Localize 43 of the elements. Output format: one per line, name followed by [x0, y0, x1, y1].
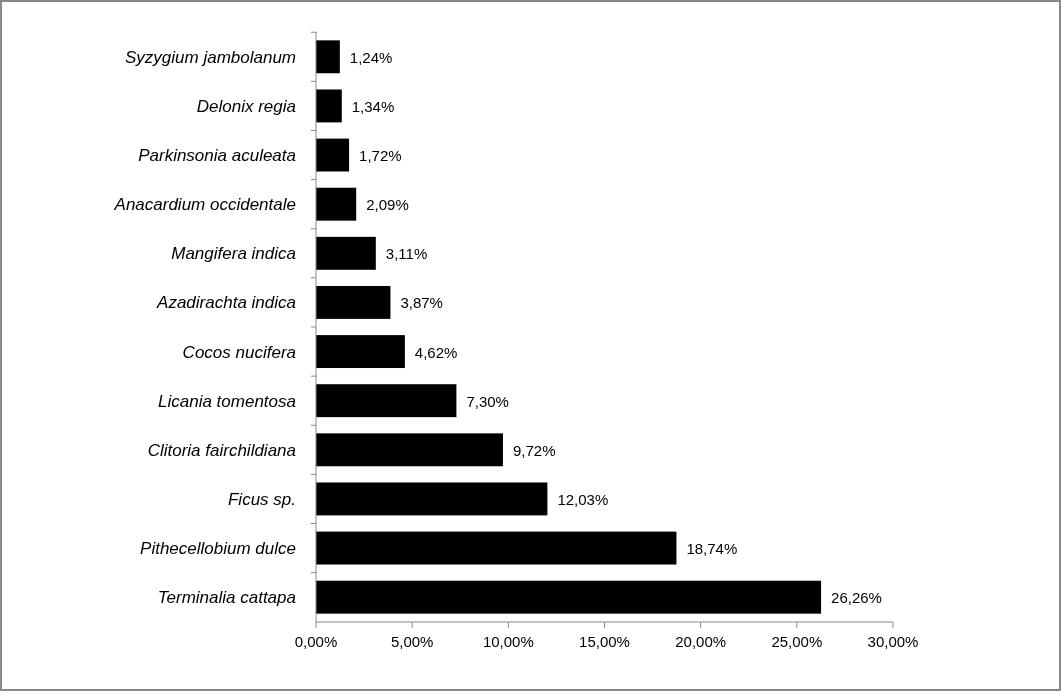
bar: [316, 236, 376, 270]
y-tick-label: Pithecellobium dulce: [140, 539, 296, 559]
data-label: 1,34%: [351, 97, 395, 115]
bar: [316, 285, 391, 319]
data-label: 18,74%: [686, 540, 738, 558]
y-tick-label: Syzygium jambolanum: [124, 47, 296, 67]
bar: [316, 40, 340, 74]
y-tick-label: Clitoria fairchildiana: [147, 440, 296, 460]
data-label: 1,72%: [359, 147, 402, 165]
data-label: 4,62%: [414, 343, 458, 361]
y-tick-label: Delonix regia: [196, 96, 296, 116]
data-label: 1,24%: [349, 48, 393, 66]
y-tick-label: Anacardium occidentale: [113, 195, 296, 215]
data-label: 12,03%: [557, 490, 609, 508]
y-tick-label: Azadirachta indica: [156, 293, 296, 313]
x-tick-label: 25,00%: [771, 633, 823, 650]
data-label: 3,11%: [385, 245, 428, 263]
bar: [316, 187, 357, 221]
y-tick-label: Ficus sp.: [227, 489, 296, 509]
bar: [316, 580, 822, 614]
y-tick-label: Parkinsonia aculeata: [138, 146, 296, 166]
bar: [316, 384, 457, 418]
bar: [316, 433, 503, 467]
data-label: 3,87%: [400, 294, 443, 312]
y-tick-label: Terminalia cattapa: [157, 588, 296, 608]
bar: [316, 89, 342, 123]
bar: [316, 482, 548, 516]
y-tick-label: Cocos nucifera: [182, 342, 296, 362]
x-tick-label: 30,00%: [867, 633, 919, 650]
x-tick-label: 5,00%: [390, 633, 434, 650]
bar: [316, 531, 677, 565]
x-tick-label: 20,00%: [675, 633, 727, 650]
data-label: 9,72%: [512, 441, 556, 459]
y-tick-label: Licania tomentosa: [158, 391, 296, 411]
bar: [316, 335, 405, 369]
x-tick-label: 0,00%: [294, 633, 338, 650]
x-tick-label: 10,00%: [482, 633, 534, 650]
data-label: 26,26%: [831, 589, 882, 607]
y-tick-label: Mangifera indica: [171, 244, 296, 264]
data-label: 2,09%: [366, 196, 409, 214]
x-tick-label: 15,00%: [579, 633, 630, 650]
bar: [316, 138, 350, 172]
data-label: 7,30%: [466, 392, 509, 410]
